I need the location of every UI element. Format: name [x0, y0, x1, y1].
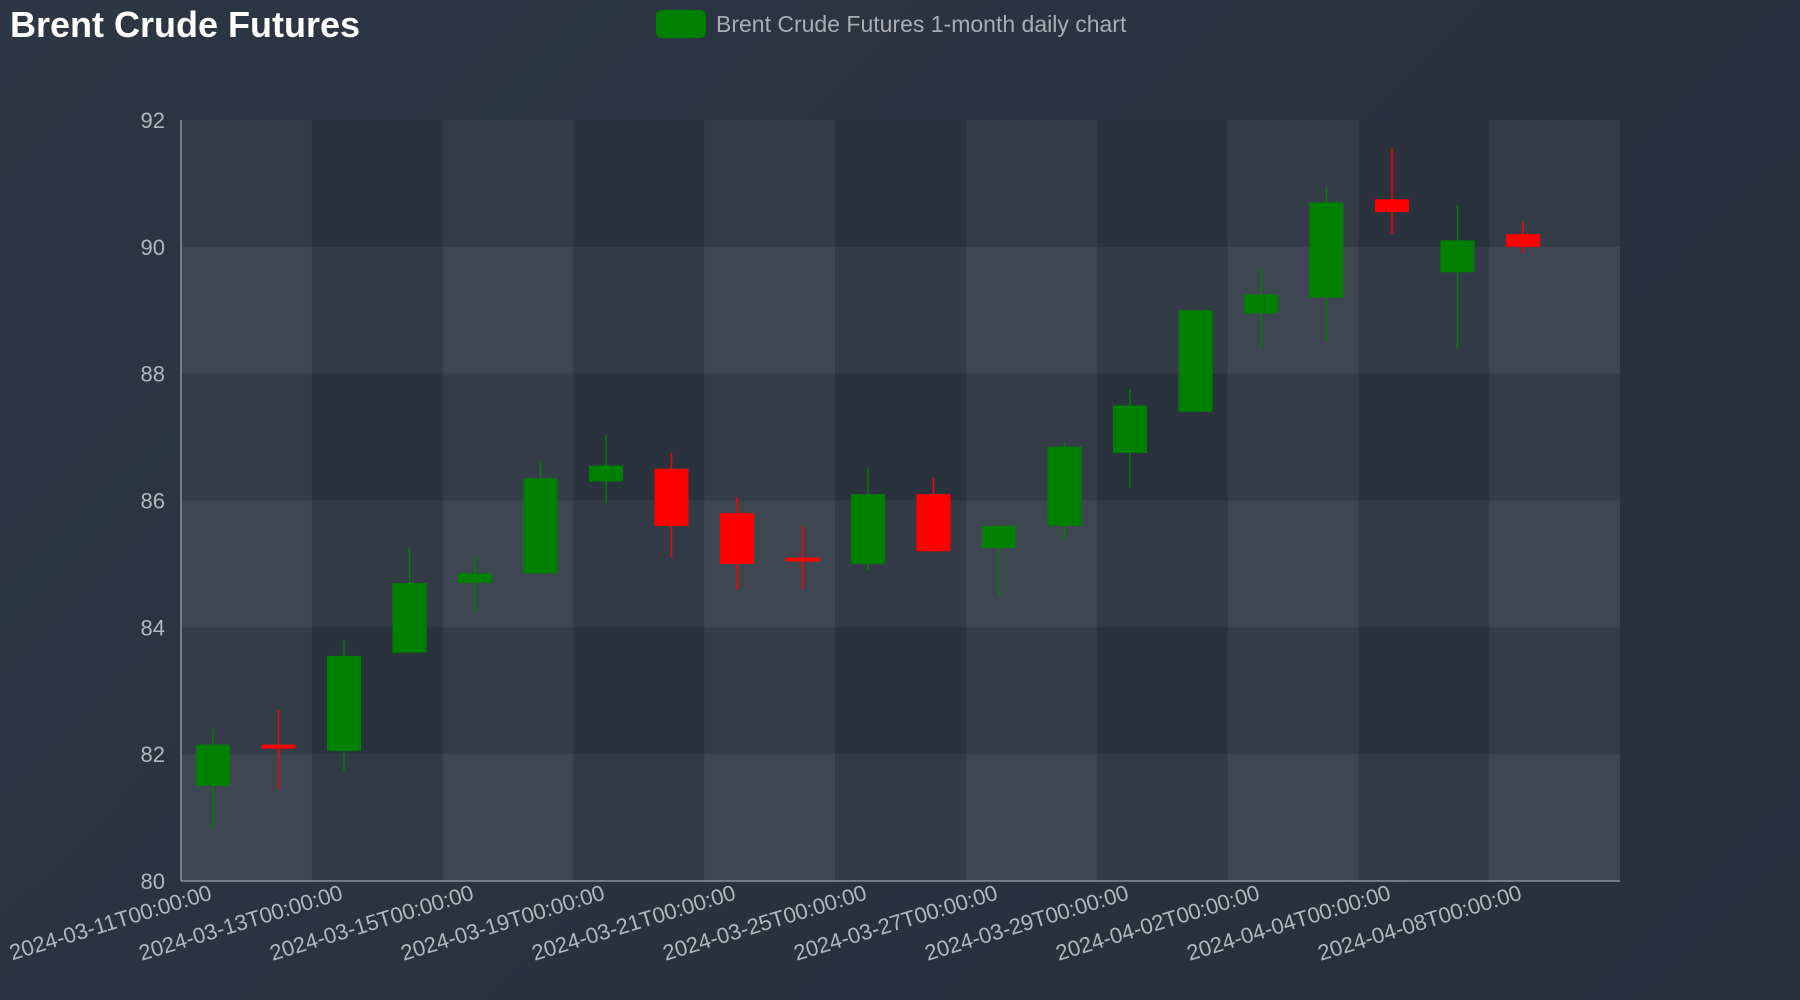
y-tick-label: 82	[141, 742, 165, 767]
candle-body	[916, 494, 951, 552]
candle[interactable]	[1440, 205, 1475, 349]
grid-row-band	[181, 120, 1620, 247]
x-tick-labels: 2024-03-11T00:00:002024-03-13T00:00:0020…	[6, 880, 1524, 966]
candle-body	[392, 582, 427, 653]
candle[interactable]	[196, 728, 230, 828]
candle[interactable]	[327, 640, 361, 771]
candle-body	[523, 478, 558, 574]
candle-body	[196, 744, 230, 786]
grid-row-band	[181, 373, 1620, 501]
candle-body	[785, 557, 820, 562]
page-title: Brent Crude Futures	[10, 4, 361, 45]
candle-body	[1047, 446, 1082, 526]
candle[interactable]	[392, 548, 427, 653]
y-tick-label: 84	[141, 615, 165, 640]
candle-body	[1309, 202, 1344, 298]
candle[interactable]	[1047, 443, 1082, 539]
candle[interactable]	[1309, 186, 1344, 342]
candle[interactable]	[589, 433, 623, 504]
candle[interactable]	[458, 557, 492, 612]
y-tick-label: 90	[141, 235, 165, 260]
candle-body	[261, 744, 296, 749]
candle[interactable]	[1113, 389, 1147, 488]
candle[interactable]	[261, 709, 296, 790]
legend[interactable]: Brent Crude Futures 1-month daily chart	[656, 10, 1126, 38]
candle[interactable]	[785, 525, 820, 590]
candle-body	[982, 525, 1016, 549]
candle-body	[851, 494, 885, 564]
candle[interactable]	[1506, 221, 1540, 254]
candle[interactable]	[982, 525, 1016, 596]
candle-body	[654, 468, 689, 526]
candle[interactable]	[654, 452, 689, 558]
legend-label: Brent Crude Futures 1-month daily chart	[716, 10, 1127, 37]
candle-body	[458, 573, 492, 583]
y-tick-labels: 80 82 84 86 88 90 92	[141, 108, 165, 894]
y-tick-label: 88	[141, 362, 165, 387]
plot-area	[181, 120, 1620, 881]
candle[interactable]	[916, 478, 951, 552]
candle[interactable]	[720, 497, 754, 590]
grid-column-band	[311, 120, 443, 881]
candle-body	[1375, 199, 1409, 212]
candle-body	[1113, 405, 1147, 453]
candle[interactable]	[523, 462, 558, 574]
candle[interactable]	[1375, 148, 1409, 235]
y-tick-label: 92	[141, 108, 165, 133]
candles	[196, 148, 1540, 828]
y-tick-label: 86	[141, 489, 165, 514]
candle-body	[589, 465, 623, 482]
candle-body	[1178, 310, 1213, 412]
candle-body	[1506, 234, 1540, 247]
legend-swatch	[656, 10, 706, 38]
candle-body	[1440, 240, 1475, 273]
grid-column-band	[1096, 120, 1228, 881]
candle-body	[1244, 294, 1278, 314]
y-tick-label: 80	[141, 869, 165, 894]
axes	[180, 120, 1620, 882]
grid-row-band	[181, 247, 1620, 374]
candle-body	[327, 655, 361, 751]
candle[interactable]	[1178, 310, 1213, 412]
candle-body	[720, 513, 754, 564]
candle[interactable]	[1244, 269, 1278, 349]
grid-bands	[181, 120, 1620, 881]
candle[interactable]	[851, 468, 885, 571]
grid-row-band	[181, 754, 1620, 881]
